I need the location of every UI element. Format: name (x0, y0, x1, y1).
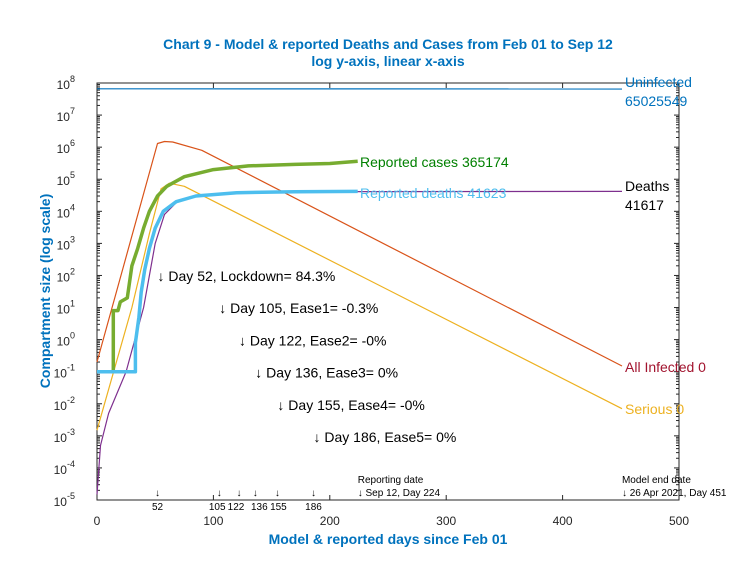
x-tick-label: 200 (320, 514, 340, 528)
series-lines (96, 88, 623, 495)
annotations: ↓ Day 52, Lockdown= 84.3% ↓ Day 105, Ease… (152, 74, 727, 513)
y-tick-label: 10-2 (54, 395, 75, 413)
x-tick-label: 400 (553, 514, 573, 528)
day-marker-label: 186 (305, 502, 322, 513)
event-annotation: ↓ Day 52, Lockdown= 84.3% (158, 268, 336, 284)
event-annotation: ↓ Day 136, Ease3= 0% (255, 365, 398, 381)
event-annotation: ↓ Day 186, Ease5= 0% (314, 429, 457, 445)
x-tick-label: 0 (94, 514, 101, 528)
y-tick-label: 101 (57, 299, 75, 317)
day-marker-arrow: ↓ (311, 488, 316, 499)
axes: 0 100 200 300 400 500 108 107 106 105 104 103 102 101… (54, 74, 690, 528)
x-tick-label: 100 (203, 514, 223, 528)
reporting-date-value: ↓ Sep 12, Day 224 (358, 488, 441, 499)
y-tick-label: 10-4 (54, 459, 75, 477)
day-marker-label: 155 (270, 502, 287, 513)
y-tick-label: 10-5 (54, 491, 75, 509)
end-label-deaths-value: 41617 (625, 197, 664, 213)
y-tick-label: 100 (57, 331, 75, 349)
series-line-reported-deaths (97, 189, 358, 374)
event-annotation: ↓ Day 122, Ease2= -0% (239, 332, 386, 348)
day-marker-arrow: ↓ (253, 488, 258, 499)
end-label-uninfected-value: 65025549 (625, 93, 688, 109)
end-label-uninfected-name: Uninfected (625, 74, 692, 90)
end-label-reported-deaths: Reported deaths 41623 (360, 185, 507, 201)
day-marker-label: 136 (251, 502, 268, 513)
series-line-reported-cases (108, 159, 358, 374)
series-line-serious (96, 182, 623, 431)
y-tick-label: 106 (57, 138, 75, 156)
x-tick-label: 300 (436, 514, 456, 528)
y-tick-label: 107 (57, 106, 75, 124)
chart-subtitle: log y-axis, linear x-axis (311, 53, 465, 69)
y-tick-label: 10-1 (54, 363, 75, 381)
y-tick-label: 103 (57, 234, 75, 252)
end-label-reported-cases: Reported cases 365174 (360, 154, 509, 170)
chart-title: Chart 9 - Model & reported Deaths and Ca… (163, 36, 613, 52)
end-label-deaths-name: Deaths (625, 178, 669, 194)
day-marker-label: 105 (209, 502, 226, 513)
day-marker-arrow: ↓ (217, 488, 222, 499)
y-axis-label: Compartment size (log scale) (37, 194, 53, 389)
day-marker-arrow: ↓ (275, 488, 280, 499)
end-label-all-infected: All Infected 0 (625, 359, 706, 375)
y-tick-label: 10-3 (54, 427, 75, 445)
x-tick-label: 500 (669, 514, 689, 528)
model-end-date-value: ↓ 26 Apr 2021, Day 451 (622, 488, 727, 499)
event-annotation: ↓ Day 105, Ease1= -0.3% (219, 300, 378, 316)
y-tick-label: 108 (57, 74, 75, 92)
event-annotation: ↓ Day 155, Ease4= -0% (277, 397, 424, 413)
model-end-date-title: Model end date (622, 475, 691, 486)
x-axis-label: Model & reported days since Feb 01 (269, 531, 508, 547)
day-marker-arrow: ↓ (237, 488, 242, 499)
y-tick-label: 102 (57, 266, 75, 284)
end-label-serious: Serious 0 (625, 401, 684, 417)
day-marker-arrow: ↓ (155, 488, 160, 499)
day-marker-label: 52 (152, 502, 164, 513)
reporting-date-title: Reporting date (358, 475, 424, 486)
y-tick-label: 105 (57, 170, 75, 188)
y-tick-label: 104 (57, 202, 75, 220)
series-line-all-infected (96, 140, 623, 367)
plot-frame (96, 82, 680, 501)
day-marker-label: 122 (228, 502, 245, 513)
